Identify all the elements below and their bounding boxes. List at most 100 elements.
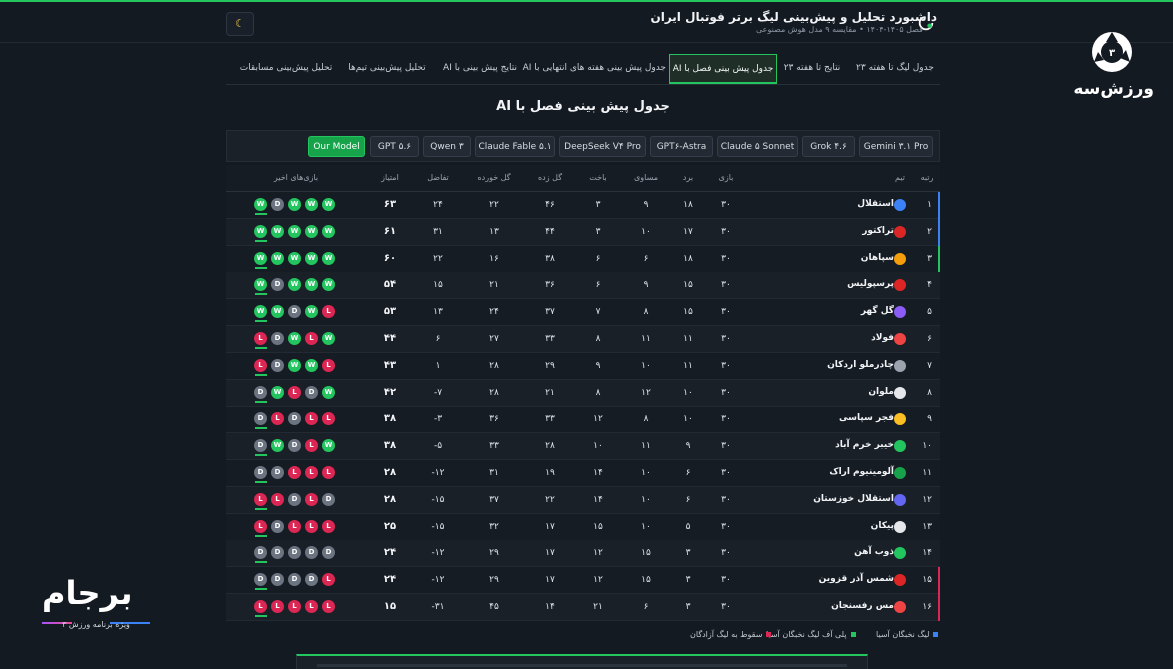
team-name[interactable]: تراکتور bbox=[862, 225, 894, 236]
model-button-gpt-astra[interactable]: GPT۶-Astra bbox=[650, 136, 713, 157]
table-row[interactable]: ۱۱ آلومینیوم اراک ۳۰ ۶ ۱۰ ۱۴ ۱۹ ۳۱ -۱۲ ۲۸ D D L L L bbox=[226, 460, 940, 487]
team-name[interactable]: گل گهر bbox=[860, 306, 894, 317]
table-row[interactable]: ۵ گل گهر ۳۰ ۱۵ ۸ ۷ ۳۷ ۲۴ ۱۳ ۵۳ W W D W L bbox=[226, 299, 940, 327]
form-result-badge: D bbox=[271, 198, 284, 211]
latest-result-underline bbox=[255, 615, 267, 617]
tab-results[interactable]: نتایج تا هفته ۲۳ bbox=[783, 63, 841, 73]
team-name[interactable]: چادرملو اردکان bbox=[827, 359, 894, 370]
team-name[interactable]: ذوب آهن bbox=[854, 547, 894, 558]
won-cell: ۱۱ bbox=[683, 360, 693, 371]
team-name[interactable]: فجر سپاسی bbox=[839, 413, 894, 424]
team-crest-icon bbox=[894, 252, 906, 265]
notes-text-placeholder bbox=[317, 664, 847, 667]
team-name[interactable]: پرسپولیس bbox=[847, 279, 894, 290]
model-button-deepseek[interactable]: DeepSeek V۴ Pro bbox=[559, 136, 646, 157]
won-cell: ۱۸ bbox=[683, 253, 693, 264]
team-name[interactable]: پیکان bbox=[870, 520, 894, 531]
points-cell: ۲۴ bbox=[383, 574, 397, 586]
form-result-badge: L bbox=[305, 600, 318, 613]
played-cell: ۳۰ bbox=[721, 334, 731, 344]
lost-cell: ۳ bbox=[595, 226, 601, 237]
team-name[interactable]: ملوان bbox=[868, 386, 894, 397]
rank-cell: ۱۴ bbox=[922, 548, 932, 559]
table-row[interactable]: ۱۶ مس رفسنجان ۳۰ ۳ ۶ ۲۱ ۱۴ ۴۵ -۳۱ ۱۵ L L L L L bbox=[226, 594, 940, 621]
played-cell: ۳۰ bbox=[721, 414, 731, 425]
rank-cell: ۲ bbox=[927, 226, 932, 237]
table-row[interactable]: ۲ تراکتور ۳۰ ۱۷ ۱۰ ۳ ۴۴ ۱۳ ۳۱ ۶۱ W W W W W bbox=[226, 218, 940, 246]
table-row[interactable]: ۱۳ پیکان ۳۰ ۵ ۱۰ ۱۵ ۱۷ ۳۲ -۱۵ ۲۵ L D L L L bbox=[226, 514, 940, 541]
drawn-cell: ۹ bbox=[643, 280, 649, 291]
table-row[interactable]: ۱۴ ذوب آهن ۳۰ ۳ ۱۵ ۱۲ ۱۷ ۲۹ -۱۲ ۲۴ D D D D D bbox=[226, 540, 940, 568]
won-cell: ۱۷ bbox=[683, 226, 693, 237]
won-cell: ۱۰ bbox=[683, 414, 693, 425]
drawn-cell: ۶ bbox=[643, 602, 649, 612]
table-row[interactable]: ۱۰ خیبر خرم آباد ۳۰ ۹ ۱۱ ۱۰ ۲۸ ۳۳ -۵ ۳۸ D W D L W bbox=[226, 433, 940, 461]
team-name[interactable]: آلومینیوم اراک bbox=[829, 467, 894, 477]
form-result-badge: W bbox=[305, 305, 318, 319]
tab-prediction-results[interactable]: نتایج پیش بینی با AI bbox=[443, 63, 517, 73]
table-row[interactable]: ۳ سپاهان ۳۰ ۱۸ ۶ ۶ ۳۸ ۱۶ ۲۲ ۶۰ W W W W W bbox=[226, 245, 940, 273]
form-result-badge: D bbox=[288, 492, 301, 506]
points-cell: ۲۸ bbox=[383, 467, 397, 478]
goals-against-cell: ۳۶ bbox=[489, 414, 499, 425]
points-cell: ۶۰ bbox=[383, 252, 397, 264]
table-row[interactable]: ۹ فجر سپاسی ۳۰ ۱۰ ۸ ۱۲ ۳۳ ۳۶ -۳ ۳۸ D L D L L bbox=[226, 406, 940, 434]
goal-difference-cell: -۱۲ bbox=[431, 548, 445, 559]
tab-team-analysis[interactable]: تحلیل پیش‌بینی تیم‌ها bbox=[348, 63, 426, 73]
table-row[interactable]: ۱۲ استقلال خوزستان ۳۰ ۶ ۱۰ ۱۴ ۲۲ ۳۷ -۱۵ ۲۸ L L D L D bbox=[226, 486, 940, 514]
rank-cell: ۳ bbox=[927, 253, 932, 264]
table-row[interactable]: ۱ استقلال ۳۰ ۱۸ ۹ ۳ ۴۶ ۲۲ ۲۴ ۶۳ W D W W W bbox=[226, 192, 940, 219]
tab-match-analysis[interactable]: تحلیل پیش‌بینی مسابقات bbox=[239, 63, 333, 73]
form-result-badge: L bbox=[271, 492, 284, 506]
team-name[interactable]: استقلال خوزستان bbox=[813, 493, 894, 504]
model-button-claude-fable[interactable]: Claude Fable ۵.۱ bbox=[475, 136, 555, 157]
goal-difference-cell: ۱۵ bbox=[433, 280, 443, 291]
played-cell: ۳۰ bbox=[721, 575, 731, 586]
table-row[interactable]: ۷ چادرملو اردکان ۳۰ ۱۱ ۱۰ ۹ ۲۹ ۲۸ ۱ ۴۳ L D W W L bbox=[226, 353, 940, 380]
header-played: بازی bbox=[718, 173, 734, 182]
form-result-badge: D bbox=[271, 466, 284, 479]
form-result-badge: W bbox=[305, 198, 318, 211]
form-result-badge: L bbox=[288, 466, 301, 479]
model-button-gpt-56[interactable]: GPT ۵.۶ bbox=[370, 136, 419, 157]
team-name[interactable]: خیبر خرم آباد bbox=[835, 440, 894, 451]
program-logo-icon bbox=[42, 622, 150, 624]
goals-against-cell: ۲۲ bbox=[489, 200, 499, 210]
points-cell: ۶۳ bbox=[383, 199, 397, 210]
team-name[interactable]: مس رفسنجان bbox=[831, 601, 894, 611]
tab-season-prediction[interactable]: جدول پیش بینی فصل با AI bbox=[669, 54, 777, 84]
latest-result-underline bbox=[255, 427, 267, 430]
won-cell: ۶ bbox=[685, 468, 691, 478]
team-name[interactable]: استقلال bbox=[857, 199, 894, 209]
team-name[interactable]: سپاهان bbox=[860, 252, 894, 263]
brand-name: ورزش‌سه bbox=[1073, 79, 1154, 99]
model-button-our-model[interactable]: Our Model bbox=[308, 136, 365, 157]
points-cell: ۴۲ bbox=[383, 386, 397, 398]
goal-difference-cell: ۲۲ bbox=[433, 253, 443, 264]
model-button-gemini[interactable]: Gemini ۳.۱ Pro bbox=[859, 136, 933, 157]
model-button-grok[interactable]: Grok ۴.۶ bbox=[802, 136, 855, 157]
table-row[interactable]: ۱۵ شمس آذر قزوین ۳۰ ۳ ۱۵ ۱۲ ۱۷ ۲۹ -۱۲ ۲۴ D D D D L bbox=[226, 567, 940, 595]
program-title: برجام bbox=[42, 574, 133, 612]
team-name[interactable]: شمس آذر قزوین bbox=[818, 574, 894, 585]
notes-panel bbox=[296, 654, 868, 669]
form-result-badge: L bbox=[322, 466, 335, 479]
won-cell: ۱۵ bbox=[683, 307, 693, 318]
goals-for-cell: ۱۴ bbox=[545, 602, 555, 612]
goals-for-cell: ۲۹ bbox=[545, 360, 555, 371]
table-row[interactable]: ۸ ملوان ۳۰ ۱۰ ۱۲ ۸ ۲۱ ۲۸ -۷ ۴۲ D W L D W bbox=[226, 379, 940, 407]
team-name[interactable]: فولاد bbox=[871, 333, 894, 343]
model-button-claude-sonnet[interactable]: Claude ۵ Sonnet bbox=[717, 136, 798, 157]
svg-text:۳: ۳ bbox=[1109, 48, 1115, 59]
tab-final-weeks-prediction[interactable]: جدول پیش بینی هفته های انتهایی با AI bbox=[522, 63, 666, 73]
latest-result-underline bbox=[255, 320, 267, 323]
theme-toggle-button[interactable]: ☾ bbox=[226, 12, 254, 36]
table-row[interactable]: ۴ پرسپولیس ۳۰ ۱۵ ۹ ۶ ۳۶ ۲۱ ۱۵ ۵۴ W D W W W bbox=[226, 272, 940, 300]
team-crest-icon bbox=[894, 440, 906, 453]
tab-league-table[interactable]: جدول لیگ تا هفته ۲۳ bbox=[856, 63, 934, 73]
model-button-qwen[interactable]: Qwen ۳ bbox=[423, 136, 471, 157]
table-row[interactable]: ۶ فولاد ۳۰ ۱۱ ۱۱ ۸ ۳۳ ۲۷ ۶ ۴۴ L D W L W bbox=[226, 326, 940, 353]
form-result-badge: L bbox=[305, 519, 318, 533]
lost-cell: ۶ bbox=[595, 253, 601, 264]
